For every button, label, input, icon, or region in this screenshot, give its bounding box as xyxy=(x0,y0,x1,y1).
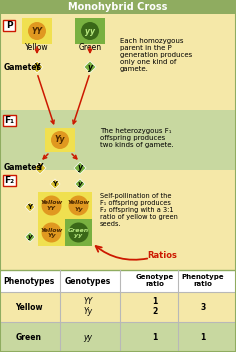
Bar xyxy=(65,192,92,219)
Text: Yy: Yy xyxy=(84,308,93,316)
Text: yy: yy xyxy=(74,233,83,239)
Bar xyxy=(45,128,75,152)
Bar xyxy=(0,292,236,322)
Circle shape xyxy=(42,222,62,243)
Text: yy: yy xyxy=(84,333,93,341)
Circle shape xyxy=(42,195,62,215)
Text: Yellow: Yellow xyxy=(25,43,49,51)
Text: yy: yy xyxy=(85,26,95,36)
Text: y: y xyxy=(77,163,83,172)
Bar xyxy=(3,115,16,126)
Text: Green: Green xyxy=(68,227,89,233)
Polygon shape xyxy=(25,232,35,242)
Circle shape xyxy=(68,222,88,243)
Text: Yellow: Yellow xyxy=(67,201,90,206)
Bar xyxy=(38,219,65,246)
Text: F₁: F₁ xyxy=(4,116,14,125)
Bar xyxy=(0,270,236,352)
Text: Yy: Yy xyxy=(47,233,56,239)
Circle shape xyxy=(68,195,88,215)
Text: YY: YY xyxy=(31,26,42,36)
Text: Yellow: Yellow xyxy=(15,302,43,312)
Circle shape xyxy=(28,22,46,40)
Text: y: y xyxy=(88,63,93,71)
Polygon shape xyxy=(74,162,86,174)
Text: Monohybrid Cross: Monohybrid Cross xyxy=(68,2,168,12)
Circle shape xyxy=(81,22,99,40)
Text: Ratios: Ratios xyxy=(147,251,177,259)
Bar xyxy=(3,175,16,186)
Polygon shape xyxy=(75,179,85,189)
Text: Green: Green xyxy=(16,333,42,341)
Text: The heterozygous F₁
offspring produces
two kinds of gamete.: The heterozygous F₁ offspring produces t… xyxy=(100,128,174,148)
Bar xyxy=(38,192,65,219)
Bar xyxy=(0,170,236,270)
Text: Y: Y xyxy=(28,204,33,210)
Text: Gametes: Gametes xyxy=(4,163,42,172)
Text: y: y xyxy=(28,234,32,240)
Text: F₂: F₂ xyxy=(4,176,15,185)
Text: 2: 2 xyxy=(152,308,158,316)
Text: YY: YY xyxy=(83,297,93,307)
Text: 1: 1 xyxy=(152,333,158,341)
Bar xyxy=(0,110,236,170)
Bar xyxy=(0,0,236,14)
Text: Y: Y xyxy=(52,181,58,187)
Text: Y: Y xyxy=(34,63,40,71)
Text: y: y xyxy=(78,181,82,187)
Text: Yy: Yy xyxy=(55,136,65,145)
Text: Self-pollination of the
F₁ offspring produces
F₂ offspring with a 3:1
ratio of y: Self-pollination of the F₁ offspring pro… xyxy=(100,193,178,227)
Text: P: P xyxy=(6,21,12,30)
Bar xyxy=(0,14,236,110)
Polygon shape xyxy=(84,61,96,73)
Text: 3: 3 xyxy=(200,302,206,312)
Text: 1: 1 xyxy=(152,297,158,307)
Text: Green: Green xyxy=(78,43,101,51)
Bar xyxy=(65,219,92,246)
Text: Yy: Yy xyxy=(74,207,83,212)
Polygon shape xyxy=(25,202,35,212)
Text: Yellow: Yellow xyxy=(40,227,63,233)
Bar xyxy=(3,20,15,31)
Text: 1: 1 xyxy=(200,333,206,341)
Circle shape xyxy=(51,131,69,149)
Text: YY: YY xyxy=(47,207,56,212)
Polygon shape xyxy=(31,61,43,73)
Text: Phenotype
ratio: Phenotype ratio xyxy=(182,275,224,288)
Polygon shape xyxy=(50,179,60,189)
Text: Y: Y xyxy=(37,163,43,172)
Bar xyxy=(75,18,105,44)
Text: Genotypes: Genotypes xyxy=(65,277,111,287)
Polygon shape xyxy=(34,162,46,174)
Text: Genotype
ratio: Genotype ratio xyxy=(136,275,174,288)
Text: Gametes: Gametes xyxy=(4,63,42,71)
Text: Phenotypes: Phenotypes xyxy=(3,277,55,287)
Bar xyxy=(22,18,52,44)
Bar xyxy=(0,322,236,352)
Text: Each homozygous
parent in the P
generation produces
only one kind of
gamete.: Each homozygous parent in the P generati… xyxy=(120,38,192,72)
Text: Yellow: Yellow xyxy=(40,201,63,206)
